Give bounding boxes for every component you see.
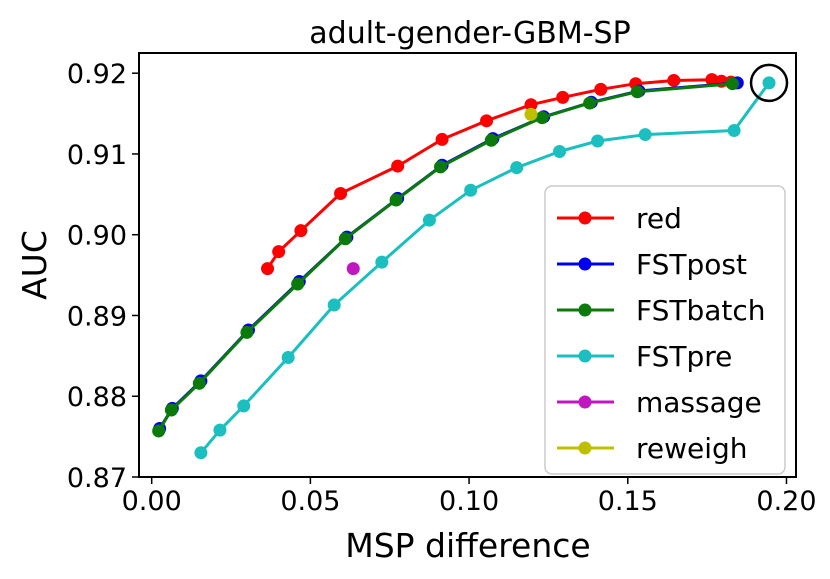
data-point-FSTpre: [237, 399, 251, 413]
data-point-FSTpre: [727, 124, 741, 138]
legend-swatch-marker: [578, 257, 592, 271]
data-point-FSTpre: [591, 134, 605, 148]
legend-swatch-marker: [578, 395, 592, 409]
legend-label: FSTpre: [636, 340, 732, 373]
y-tick-label: 0.88: [67, 382, 127, 413]
legend-label: FSTpost: [636, 248, 747, 281]
ticks-layer: 0.00 0.05 0.10 0.15 0.20 0.87 0.88 0.89 0.90 0.91…: [67, 59, 817, 517]
y-tick-label: 0.91: [67, 140, 127, 171]
x-tick-label: 0.15: [598, 486, 658, 517]
data-point-reweigh: [524, 107, 538, 121]
legend-label: red: [636, 202, 682, 235]
data-point-FSTpre: [375, 255, 389, 269]
legend-swatch-marker: [578, 303, 592, 317]
legend-item-reweigh: reweigh: [557, 432, 748, 465]
legend-swatch-marker: [578, 349, 592, 363]
data-point-red: [294, 224, 308, 238]
data-point-massage: [346, 262, 360, 276]
data-point-FSTbatch: [535, 111, 549, 125]
data-point-red: [667, 73, 681, 87]
data-point-FSTbatch: [240, 325, 254, 339]
legend-item-FSTpost: FSTpost: [557, 248, 747, 281]
legend-item-red: red: [557, 202, 682, 235]
data-point-FSTbatch: [434, 160, 448, 174]
data-point-FSTpre: [553, 145, 567, 159]
legend-swatch-marker: [578, 211, 592, 225]
data-point-red: [272, 245, 286, 259]
x-axis-title: MSP difference: [345, 526, 590, 565]
legend-item-FSTbatch: FSTbatch: [557, 294, 766, 327]
data-point-FSTpre: [327, 298, 341, 312]
data-point-FSTpre: [762, 76, 776, 90]
data-point-FSTpre: [281, 350, 295, 364]
y-tick-label: 0.89: [67, 301, 127, 332]
data-point-red: [524, 98, 538, 112]
data-point-FSTpre: [422, 213, 436, 227]
data-point-red: [480, 114, 494, 128]
data-point-red: [334, 187, 348, 201]
data-point-FSTbatch: [583, 96, 597, 110]
data-point-FSTpre: [638, 128, 652, 142]
data-point-FSTbatch: [389, 193, 403, 207]
legend-label: massage: [636, 386, 762, 419]
x-tick-label: 0.05: [280, 486, 340, 517]
data-point-FSTpre: [464, 183, 478, 197]
legend-label: FSTbatch: [636, 294, 766, 327]
chart-title: adult-gender-GBM-SP: [309, 16, 630, 51]
data-point-red: [556, 90, 570, 104]
data-point-FSTpre: [194, 446, 208, 460]
series-line-FSTpre: [199, 82, 771, 454]
data-point-FSTbatch: [630, 85, 644, 99]
y-tick-label: 0.87: [67, 463, 127, 494]
y-tick-label: 0.90: [67, 221, 127, 252]
series-red: [261, 73, 738, 276]
data-point-FSTbatch: [726, 77, 740, 91]
data-point-red: [435, 132, 449, 146]
annotation-layer: [749, 63, 789, 103]
legend-item-FSTpre: FSTpre: [557, 340, 732, 373]
data-point-FSTbatch: [338, 232, 352, 246]
x-tick-label: 0.00: [122, 486, 182, 517]
highlight-circle: [749, 63, 789, 103]
series-FSTpre: [194, 76, 776, 460]
series-massage: [346, 262, 360, 276]
series-layer: [152, 73, 776, 460]
y-axis-title: AUC: [15, 230, 54, 300]
legend-item-massage: massage: [557, 386, 762, 419]
y-tick-label: 0.92: [67, 59, 127, 90]
legend-swatch-marker: [578, 441, 592, 455]
data-point-FSTbatch: [291, 277, 305, 291]
series-FSTbatch: [152, 77, 740, 438]
data-point-red: [261, 262, 275, 276]
data-point-red: [594, 82, 608, 96]
legend-label: reweigh: [636, 432, 748, 465]
x-tick-label: 0.20: [756, 486, 816, 517]
data-point-FSTbatch: [484, 133, 498, 147]
data-point-FSTpre: [510, 161, 524, 175]
data-point-FSTbatch: [192, 376, 206, 390]
series-reweigh: [524, 107, 538, 121]
legend: red FSTpost FSTbatch FSTpre massage reweigh: [544, 185, 786, 475]
data-point-FSTbatch: [152, 424, 166, 438]
data-point-red: [391, 159, 405, 173]
data-point-FSTbatch: [164, 403, 178, 417]
x-tick-label: 0.10: [439, 486, 499, 517]
data-point-FSTpre: [213, 423, 227, 437]
plot-frame: [138, 52, 797, 478]
